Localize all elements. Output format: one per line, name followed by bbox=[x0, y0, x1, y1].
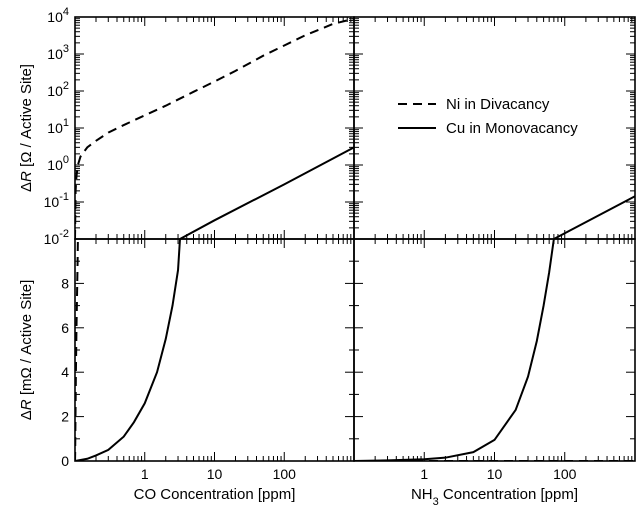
ticks bbox=[353, 238, 636, 462]
x-tick-label: 1 bbox=[141, 466, 149, 482]
series-group bbox=[354, 239, 635, 461]
panel-top-left: 10-2 10-1 100 101 102 103 104 ΔR [Ω / Active Si… bbox=[18, 6, 355, 247]
legend-label: Ni in Divacancy bbox=[446, 96, 550, 113]
series-group bbox=[75, 239, 181, 461]
x-axis-title: CO Concentration [ppm] bbox=[134, 486, 296, 503]
y-tick-label: 4 bbox=[61, 364, 69, 380]
y-tick-label: 102 bbox=[47, 80, 69, 99]
plot-frame bbox=[353, 238, 636, 462]
x-tick-label: 1 bbox=[420, 466, 428, 482]
series-group bbox=[553, 195, 635, 239]
y-tick-label: 10-2 bbox=[44, 228, 69, 247]
series-line-cu-in-monovacancy bbox=[354, 239, 555, 461]
y-axis-title: ΔR [Ω / Active Site] bbox=[18, 64, 35, 192]
y-axis-title: ΔR [mΩ / Active Site] bbox=[18, 280, 35, 420]
y-tick-label: 100 bbox=[47, 154, 69, 173]
ticks bbox=[74, 238, 355, 462]
y-tick-label: 104 bbox=[47, 6, 69, 25]
plot-frame bbox=[74, 16, 355, 240]
y-tick-label: 10-1 bbox=[44, 191, 69, 210]
x-tick-label: 10 bbox=[207, 466, 223, 482]
x-tick-label: 10 bbox=[487, 466, 503, 482]
y-tick-label: 2 bbox=[61, 409, 69, 425]
ticks bbox=[353, 16, 636, 240]
panel-bottom-right: 1 10 100 NH3 Concentration [ppm] bbox=[353, 238, 636, 506]
y-tick-label: 8 bbox=[61, 275, 69, 291]
panel-bottom-left: 0 2 4 6 8 1 10 100 CO Concentration [ppm] ΔR [mΩ … bbox=[18, 238, 355, 503]
y-tick-label: 0 bbox=[61, 453, 69, 469]
x-axis-title: NH3 Concentration [ppm] bbox=[411, 486, 578, 506]
y-tick-label: 101 bbox=[47, 117, 69, 136]
y-tick-label: 6 bbox=[61, 320, 69, 336]
plot-frame bbox=[74, 238, 355, 462]
legend: Ni in Divacancy Cu in Monovacancy bbox=[398, 96, 578, 137]
series-line-ni-in-divacancy bbox=[75, 239, 79, 461]
ticks bbox=[74, 16, 355, 240]
x-tick-label: 100 bbox=[553, 466, 577, 482]
series-line-cu-in-monovacancy bbox=[75, 239, 181, 461]
legend-label: Cu in Monovacancy bbox=[446, 120, 578, 137]
panel-top-right bbox=[353, 16, 636, 240]
y-tick-label: 103 bbox=[47, 43, 69, 62]
series-line-cu-in-monovacancy bbox=[179, 146, 354, 239]
series-line-ni-in-divacancy bbox=[75, 17, 354, 239]
series-group bbox=[75, 17, 354, 239]
x-tick-label: 100 bbox=[273, 466, 297, 482]
series-line-cu-in-monovacancy bbox=[553, 195, 635, 239]
